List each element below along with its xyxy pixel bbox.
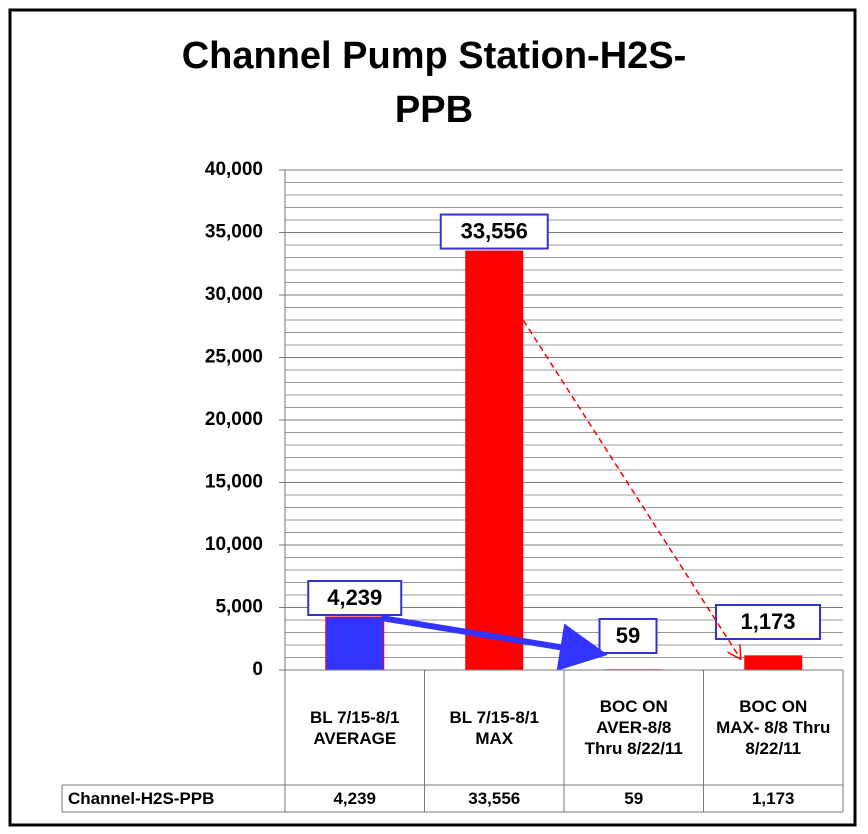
category-cell: BOC ON MAX- 8/8 Thru 8/22/11 — [716, 697, 831, 758]
data-label: 1,173 — [740, 609, 795, 634]
y-tick-label: 30,000 — [205, 284, 263, 305]
arrow — [380, 615, 608, 671]
category-cell: BL 7/15-8/1 AVERAGE — [310, 707, 400, 748]
data-label: 4,239 — [327, 585, 382, 610]
data-label-box — [715, 604, 821, 640]
y-tick-label: 5,000 — [215, 597, 263, 618]
table-value: 33,556 — [468, 789, 520, 808]
data-label: 33,556 — [461, 218, 528, 243]
x-tick-label: BL 7/15-8/1 AVERAGE — [310, 707, 400, 748]
table-value: 4,239 — [333, 789, 376, 808]
bar — [465, 250, 524, 671]
chart-frame — [8, 8, 857, 827]
arrow — [517, 311, 740, 658]
series-name: Channel-H2S-PPB — [68, 789, 214, 808]
y-tick-label: 25,000 — [205, 347, 263, 368]
table-value: 1,173 — [752, 789, 795, 808]
y-tick-label: 15,000 — [205, 472, 263, 493]
bar — [325, 616, 385, 671]
x-tick-label: BL 7/15-8/1 MAX — [449, 707, 539, 748]
data-label-box — [439, 213, 549, 250]
y-tick-label: 20,000 — [205, 409, 263, 430]
data-label-box — [307, 580, 403, 617]
data-label: 59 — [616, 623, 640, 648]
y-tick-label: 10,000 — [205, 534, 263, 555]
data-label-box — [598, 618, 658, 654]
x-tick-label: BOC ON MAX- 8/8 Thru 8/22/11 — [716, 697, 831, 758]
table-value: 59 — [624, 789, 643, 808]
category-cell: BOC ON AVER-8/8 Thru 8/22/11 — [584, 697, 683, 758]
chart-title: Channel Pump Station-H2S-PPB — [182, 35, 687, 131]
x-tick-label: BOC ON AVER-8/8 Thru 8/22/11 — [584, 697, 683, 758]
y-tick-label: 35,000 — [205, 222, 263, 243]
category-cell: BL 7/15-8/1 MAX — [449, 707, 539, 748]
bar — [744, 655, 803, 670]
y-tick-label: 40,000 — [205, 159, 263, 180]
y-tick-label: 0 — [252, 659, 263, 680]
